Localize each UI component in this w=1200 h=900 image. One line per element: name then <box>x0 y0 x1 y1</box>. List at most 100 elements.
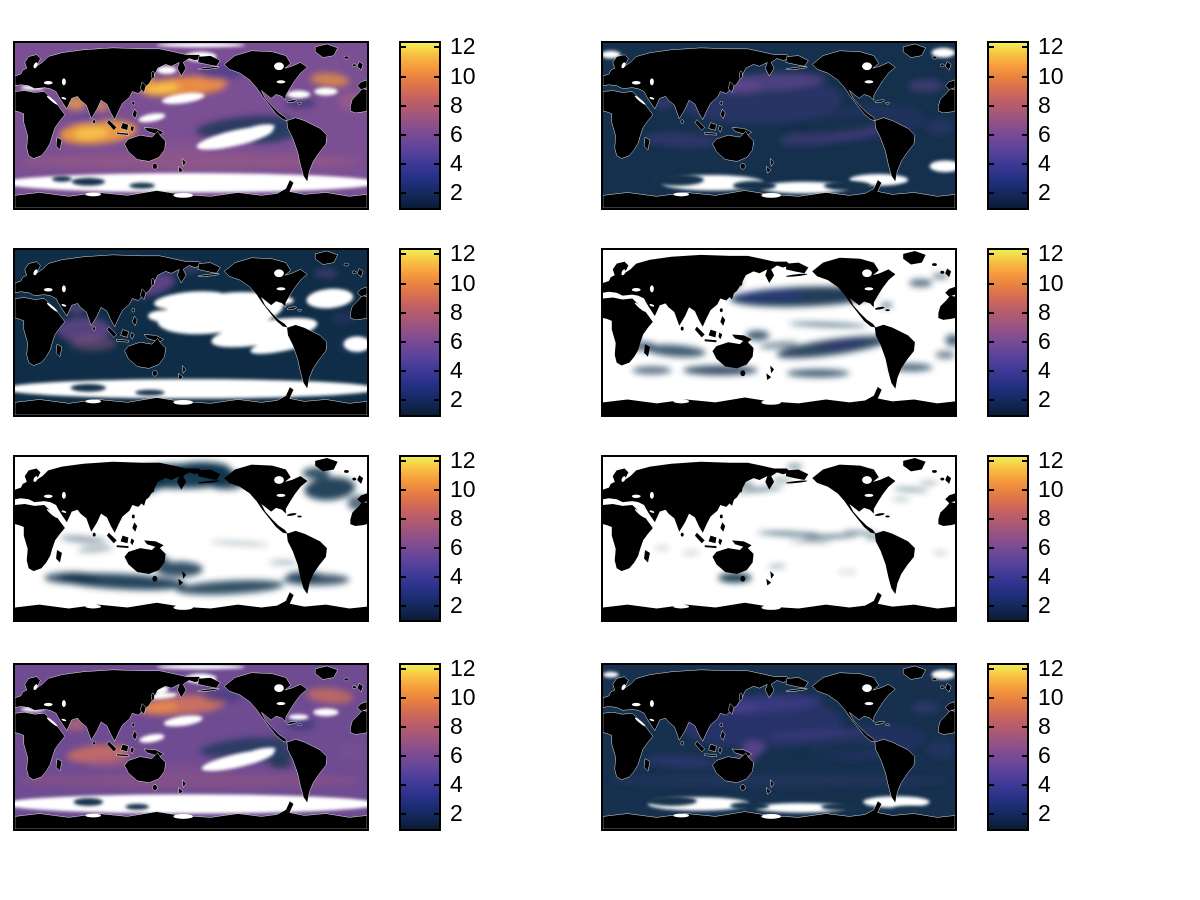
colorbar-tick-mark <box>1022 370 1027 373</box>
colorbar-tick-label: 12 <box>1038 240 1064 267</box>
colorbar-tick-mark <box>989 370 994 373</box>
colorbar-tick-label: 2 <box>1038 591 1051 618</box>
colorbar-tick-label: 10 <box>1038 269 1064 296</box>
colorbar-gradient <box>401 43 439 208</box>
colorbar-tick-label: 8 <box>450 298 463 325</box>
map-panel-7 <box>13 663 369 831</box>
colorbar-tick-mark <box>1022 575 1027 578</box>
colorbar-tick-mark <box>434 604 439 607</box>
colorbar-8: 12 10 8 6 4 2 <box>987 657 1064 831</box>
colorbar-tick-mark <box>401 370 406 373</box>
colorbar-tick-mark <box>989 46 994 49</box>
colorbar-tick-label: 2 <box>450 179 463 206</box>
colorbar-tick-mark <box>1022 192 1027 195</box>
colorbar-tick-mark <box>1022 46 1027 49</box>
colorbar-tick-mark <box>401 133 406 136</box>
colorbar-tick-mark <box>401 697 406 700</box>
colorbar-tick-mark <box>989 133 994 136</box>
colorbar-tick-label: 6 <box>450 328 463 355</box>
colorbar-tick-label: 2 <box>1038 386 1051 413</box>
colorbar-tick-mark <box>989 192 994 195</box>
colorbar-tick-label: 8 <box>1038 505 1051 532</box>
colorbar-tick-label: 4 <box>1038 150 1051 177</box>
colorbar-2: 12 10 8 6 4 2 <box>987 35 1064 210</box>
colorbar-tick-mark <box>989 282 994 285</box>
colorbar-tick-mark <box>434 340 439 343</box>
colorbar-tick-label: 2 <box>450 800 463 827</box>
colorbar-gradient <box>401 457 439 620</box>
colorbar-tick-mark <box>989 104 994 107</box>
colorbar-tick-mark <box>1022 282 1027 285</box>
colorbar-6: 12 10 8 6 4 2 <box>987 449 1064 622</box>
colorbar-tick-mark <box>989 755 994 758</box>
colorbar-gradient <box>989 457 1027 620</box>
colorbar-tick-label: 8 <box>1038 713 1051 740</box>
colorbar-tick-mark <box>989 668 994 671</box>
colorbar-tick-mark <box>401 575 406 578</box>
colorbar-tick-mark <box>989 726 994 729</box>
colorbar-tick-mark <box>401 518 406 521</box>
colorbar-tick-mark <box>434 489 439 492</box>
colorbar-tick-mark <box>989 575 994 578</box>
colorbar-tick-label: 10 <box>1038 62 1064 89</box>
colorbar-tick-mark <box>989 163 994 166</box>
colorbar-tick-mark <box>401 104 406 107</box>
colorbar-tick-mark <box>401 340 406 343</box>
colorbar-tick-mark <box>434 460 439 463</box>
colorbar-tick-label: 8 <box>450 91 463 118</box>
colorbar-tick-label: 10 <box>1038 476 1064 503</box>
colorbar-tick-mark <box>401 75 406 78</box>
colorbar-tick-mark <box>1022 489 1027 492</box>
colorbar-tick-label: 12 <box>450 240 476 267</box>
colorbar-tick-mark <box>1022 697 1027 700</box>
colorbar-tick-label: 6 <box>450 121 463 148</box>
colorbar-gradient <box>989 665 1027 829</box>
colorbar-tick-label: 12 <box>1038 447 1064 474</box>
colorbar-tick-mark <box>1022 755 1027 758</box>
colorbar-tick-mark <box>989 75 994 78</box>
colorbar-tick-mark <box>434 253 439 256</box>
map-panel-4 <box>601 248 957 417</box>
colorbar-tick-mark <box>434 163 439 166</box>
colorbar-tick-mark <box>989 518 994 521</box>
colorbar-tick-label: 12 <box>450 447 476 474</box>
colorbar-gradient <box>989 43 1027 208</box>
colorbar-tick-mark <box>401 192 406 195</box>
colorbar-tick-label: 2 <box>450 386 463 413</box>
colorbar-tick-mark <box>434 46 439 49</box>
colorbar-tick-mark <box>1022 518 1027 521</box>
colorbar-tick-label: 2 <box>1038 179 1051 206</box>
colorbar-tick-label: 8 <box>1038 91 1051 118</box>
colorbar-tick-mark <box>401 668 406 671</box>
colorbar-tick-label: 12 <box>1038 33 1064 60</box>
colorbar-tick-mark <box>989 489 994 492</box>
colorbar-tick-mark <box>989 697 994 700</box>
colorbar-tick-mark <box>1022 784 1027 787</box>
colorbar-tick-label: 4 <box>450 562 463 589</box>
colorbar-tick-mark <box>401 784 406 787</box>
colorbar-tick-mark <box>1022 253 1027 256</box>
colorbar-tick-mark <box>401 460 406 463</box>
colorbar-7: 12 10 8 6 4 2 <box>399 657 476 831</box>
colorbar-tick-mark <box>989 253 994 256</box>
colorbar-3: 12 10 8 6 4 2 <box>399 242 476 417</box>
colorbar-tick-mark <box>401 813 406 816</box>
colorbar-tick-mark <box>434 75 439 78</box>
map-panel-3 <box>13 248 369 417</box>
colorbar-tick-mark <box>434 399 439 402</box>
colorbar-tick-label: 6 <box>1038 121 1051 148</box>
colorbar-tick-mark <box>401 163 406 166</box>
colorbar-tick-label: 4 <box>1038 357 1051 384</box>
colorbar-tick-mark <box>434 697 439 700</box>
colorbar-tick-label: 4 <box>450 150 463 177</box>
colorbar-tick-mark <box>1022 460 1027 463</box>
colorbar-tick-mark <box>1022 668 1027 671</box>
colorbar-tick-mark <box>401 604 406 607</box>
colorbar-tick-mark <box>1022 813 1027 816</box>
colorbar-gradient <box>401 250 439 415</box>
colorbar-tick-label: 8 <box>450 713 463 740</box>
colorbar-tick-label: 10 <box>450 684 476 711</box>
colorbar-tick-mark <box>989 546 994 549</box>
colorbar-1: 12 10 8 6 4 2 <box>399 35 476 210</box>
colorbar-gradient <box>401 665 439 829</box>
